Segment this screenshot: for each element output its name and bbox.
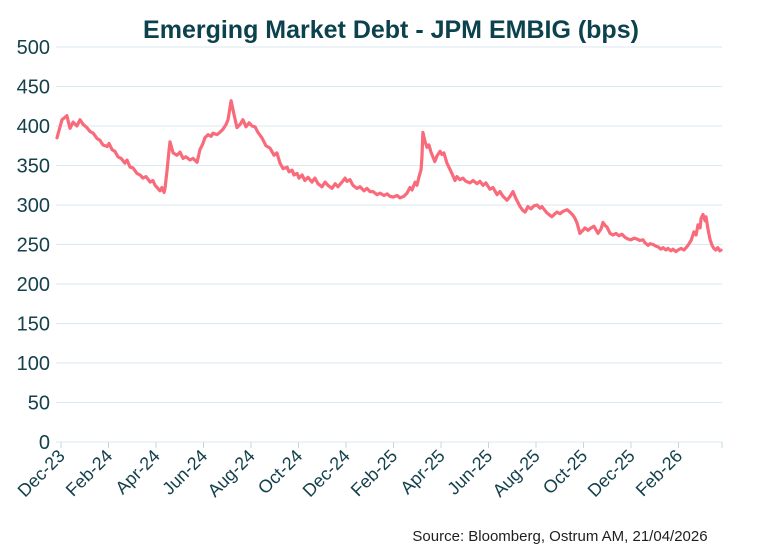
y-axis-tick-label: 300 bbox=[17, 195, 50, 217]
y-axis-tick-label: 350 bbox=[17, 156, 50, 178]
y-axis-tick-label: 50 bbox=[28, 393, 50, 415]
y-axis-tick-label: 500 bbox=[17, 37, 50, 59]
x-axis-tick-label: Feb-24 bbox=[62, 446, 116, 500]
x-axis-tick-label: Dec-25 bbox=[584, 446, 639, 501]
x-axis-tick-label: Jun-24 bbox=[158, 446, 211, 499]
x-axis-tick-label: Jun-25 bbox=[443, 446, 496, 499]
x-axis-tick-label: Apr-25 bbox=[396, 446, 448, 498]
y-axis-tick-label: 100 bbox=[17, 353, 50, 375]
y-axis-tick-label: 0 bbox=[39, 432, 50, 454]
y-axis-tick-labels: 0 50 100 150 200 250 300 350 400 450 500 bbox=[17, 37, 50, 454]
x-axis-tick-label: Feb-25 bbox=[347, 446, 401, 500]
y-axis-tick-label: 150 bbox=[17, 314, 50, 336]
embig-spread-line bbox=[55, 99, 723, 254]
x-axis-tick-label: Apr-24 bbox=[111, 446, 163, 498]
x-axis: Dec-23Feb-24Apr-24Jun-24Aug-24Oct-24Dec-… bbox=[14, 442, 723, 501]
chart-title: Emerging Market Debt - JPM EMBIG (bps) bbox=[143, 16, 639, 44]
y-axis-tick-label: 200 bbox=[17, 274, 50, 296]
y-axis-tick-label: 450 bbox=[17, 77, 50, 99]
source-note: Source: Bloomberg, Ostrum AM, 21/04/2026 bbox=[412, 528, 707, 545]
y-axis-tick-label: 400 bbox=[17, 116, 50, 138]
x-axis-tick-label: Oct-25 bbox=[539, 446, 591, 498]
y-axis-tick-label: 250 bbox=[17, 235, 50, 257]
x-axis-tick-label: Oct-24 bbox=[254, 446, 306, 498]
x-axis-tick-label: Dec-24 bbox=[299, 446, 354, 501]
x-axis-tick-label: Aug-24 bbox=[204, 446, 259, 501]
x-axis-tick-label: Feb-26 bbox=[632, 446, 686, 500]
gridlines bbox=[56, 46, 722, 443]
x-axis-tick-label: Aug-25 bbox=[489, 446, 544, 501]
